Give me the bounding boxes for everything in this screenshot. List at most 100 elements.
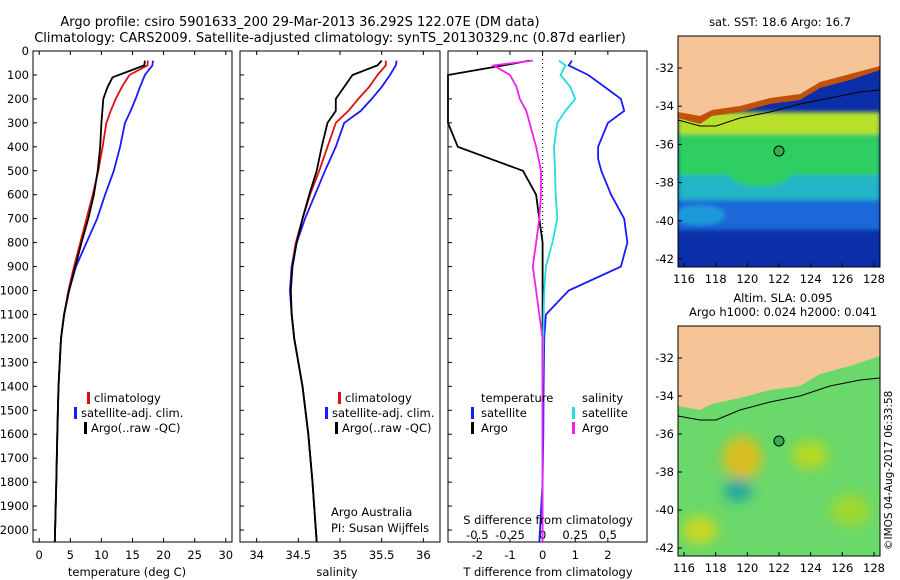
legend-label-argo: Argo(..raw -QC) — [342, 421, 432, 435]
map-x-tick-label: 126 — [831, 561, 853, 575]
x-tick-label: 15 — [125, 548, 140, 562]
map-y-tick-label: -36 — [655, 137, 674, 151]
legend-label-climatology: climatology — [345, 391, 412, 405]
legend-label-t-satellite: satellite — [481, 406, 527, 420]
temperature-plot: 0 5 10 15 20 25 30 — [36, 51, 233, 562]
argo-position-marker — [773, 145, 785, 157]
legend-label-t-argo: Argo — [481, 421, 508, 435]
map-y-tick-label: -38 — [655, 176, 674, 190]
map-y-tick-label: -42 — [655, 252, 674, 266]
legend-swatch-s-satellite — [572, 407, 575, 419]
legend-difference: temperature salinity satellite Argo sate… — [471, 391, 628, 435]
depth-tick-label: 300 — [7, 116, 29, 130]
x-tick-label: 10 — [94, 548, 109, 562]
credit-line1: Argo Australia — [331, 505, 412, 519]
depth-tick-label: 1800 — [0, 475, 29, 489]
x-tick-label: 1 — [572, 548, 579, 562]
map-y-tick-label: -32 — [655, 351, 674, 365]
x-tick-label: 0 — [36, 548, 43, 562]
map-x-tick-label: 126 — [831, 272, 853, 286]
series-line — [53, 60, 146, 543]
s-diff-tick-label: 0.25 — [562, 528, 588, 542]
map-x-tick-label: 124 — [800, 272, 822, 286]
depth-tick-label: 900 — [7, 260, 29, 274]
map-y-tick-label: -42 — [655, 541, 674, 555]
salinity-plot: 34 34.5 35 35.5 36 — [249, 51, 431, 562]
sla-low-patch — [724, 478, 752, 502]
map-x-tick-label: 120 — [736, 561, 758, 575]
map-x-tick-label: 128 — [863, 561, 885, 575]
depth-tick-label: 0 — [22, 44, 29, 58]
legend-swatch-t-satellite — [471, 407, 474, 419]
header-line2: Climatology: CARS2009. Satellite-adjuste… — [34, 31, 626, 46]
depth-tick-label: 1100 — [0, 307, 29, 321]
sla-map: 116 118 120 122 124 126 128 -32 -34 -36 -38 -40 -42 — [655, 325, 885, 575]
s-diff-tick-label: -0.25 — [495, 528, 525, 542]
x-tick-label: 0 — [539, 548, 546, 562]
header-line1: Argo profile: csiro 5901633_200 29-Mar-2… — [60, 15, 539, 30]
depth-tick-label: 1500 — [0, 403, 29, 417]
depth-tick-label: 1700 — [0, 451, 29, 465]
x-tick-label: 30 — [218, 548, 233, 562]
land-mass — [678, 326, 880, 410]
depth-axis: 0 100 200 300 400 500 600 700 800 900 1000 1100 1200… — [0, 44, 452, 537]
depth-tick-label: 500 — [7, 164, 29, 178]
s-difference-title: S difference from climatology — [463, 513, 633, 527]
depth-tick-label: 200 — [7, 92, 29, 106]
sst-warm-eddy — [730, 163, 790, 187]
isobath-line — [678, 377, 880, 421]
map2-title2: Argo h1000: 0.024 h2000: 0.041 — [689, 305, 877, 319]
legend-swatch-satellite — [74, 407, 77, 419]
depth-tick-label: 2000 — [0, 523, 29, 537]
map-y-tick-label: -40 — [655, 503, 674, 517]
map-x-tick-label: 122 — [768, 272, 790, 286]
map2-title1: Altim. SLA: 0.095 — [733, 291, 832, 305]
x-tick-label: -2 — [472, 548, 483, 562]
x-tick-label: 34 — [249, 548, 264, 562]
legend-swatch-climatology — [338, 392, 341, 404]
series-line — [289, 60, 398, 543]
map-x-tick-label: 128 — [863, 272, 885, 286]
sla-mid-patch-3 — [682, 516, 718, 544]
land-mass — [678, 36, 880, 116]
map-x-tick-label: 120 — [736, 272, 758, 286]
depth-tick-label: 1200 — [0, 331, 29, 345]
sst-cool-patch — [678, 205, 725, 225]
s-diff-tick-label: 0.5 — [599, 528, 617, 542]
map-x-tick-label: 118 — [705, 561, 727, 575]
series-line — [289, 60, 387, 543]
depth-tick-label: 400 — [7, 140, 29, 154]
s-diff-tick-label: -0.5 — [466, 528, 488, 542]
depth-tick-label: 800 — [7, 236, 29, 250]
depth-tick-label: 100 — [7, 68, 29, 82]
credit-line2: PI: Susan Wijffels — [331, 521, 429, 535]
sst-map: 116 118 120 122 124 126 128 -32 -34 -36 -38 -40 -42 — [655, 35, 885, 286]
series-line — [53, 60, 154, 543]
imos-stamp: ©IMOS 04-Aug-2017 06:33:58 — [883, 391, 895, 550]
legend-temperature: climatology satellite-adj. clim. Argo(..… — [74, 391, 183, 435]
sla-high-ring — [722, 436, 762, 480]
legend-swatch-t-argo — [471, 422, 474, 434]
map-x-tick-label: 122 — [768, 561, 790, 575]
legend-head-temperature: temperature — [481, 391, 553, 405]
map-x-tick-label: 116 — [673, 272, 695, 286]
x-tick-label: 34.5 — [286, 548, 312, 562]
map-y-tick-label: -34 — [655, 99, 674, 113]
map1-axes: 116 118 120 122 124 126 128 -32 -34 -36 -38 -40 -42 — [655, 61, 885, 286]
map-x-tick-label: 118 — [705, 272, 727, 286]
legend-swatch-s-argo — [572, 422, 575, 434]
map-y-tick-label: -34 — [655, 389, 674, 403]
x-tick-label: 5 — [67, 548, 74, 562]
x-tick-label: 2 — [604, 548, 611, 562]
sla-mid-patch — [792, 441, 828, 469]
map2-axes: 116 118 120 122 124 126 128 -32 -34 -36 -38 -40 -42 — [655, 351, 885, 575]
legend-swatch-climatology — [87, 392, 90, 404]
depth-tick-label: 1000 — [0, 284, 29, 298]
legend-label-satellite: satellite-adj. clim. — [81, 406, 183, 420]
legend-swatch-argo — [335, 422, 338, 434]
series-line — [490, 59, 544, 542]
legend-swatch-satellite — [325, 407, 328, 419]
sst-yellow-band — [678, 112, 880, 134]
depth-tick-label: 1400 — [0, 379, 29, 393]
